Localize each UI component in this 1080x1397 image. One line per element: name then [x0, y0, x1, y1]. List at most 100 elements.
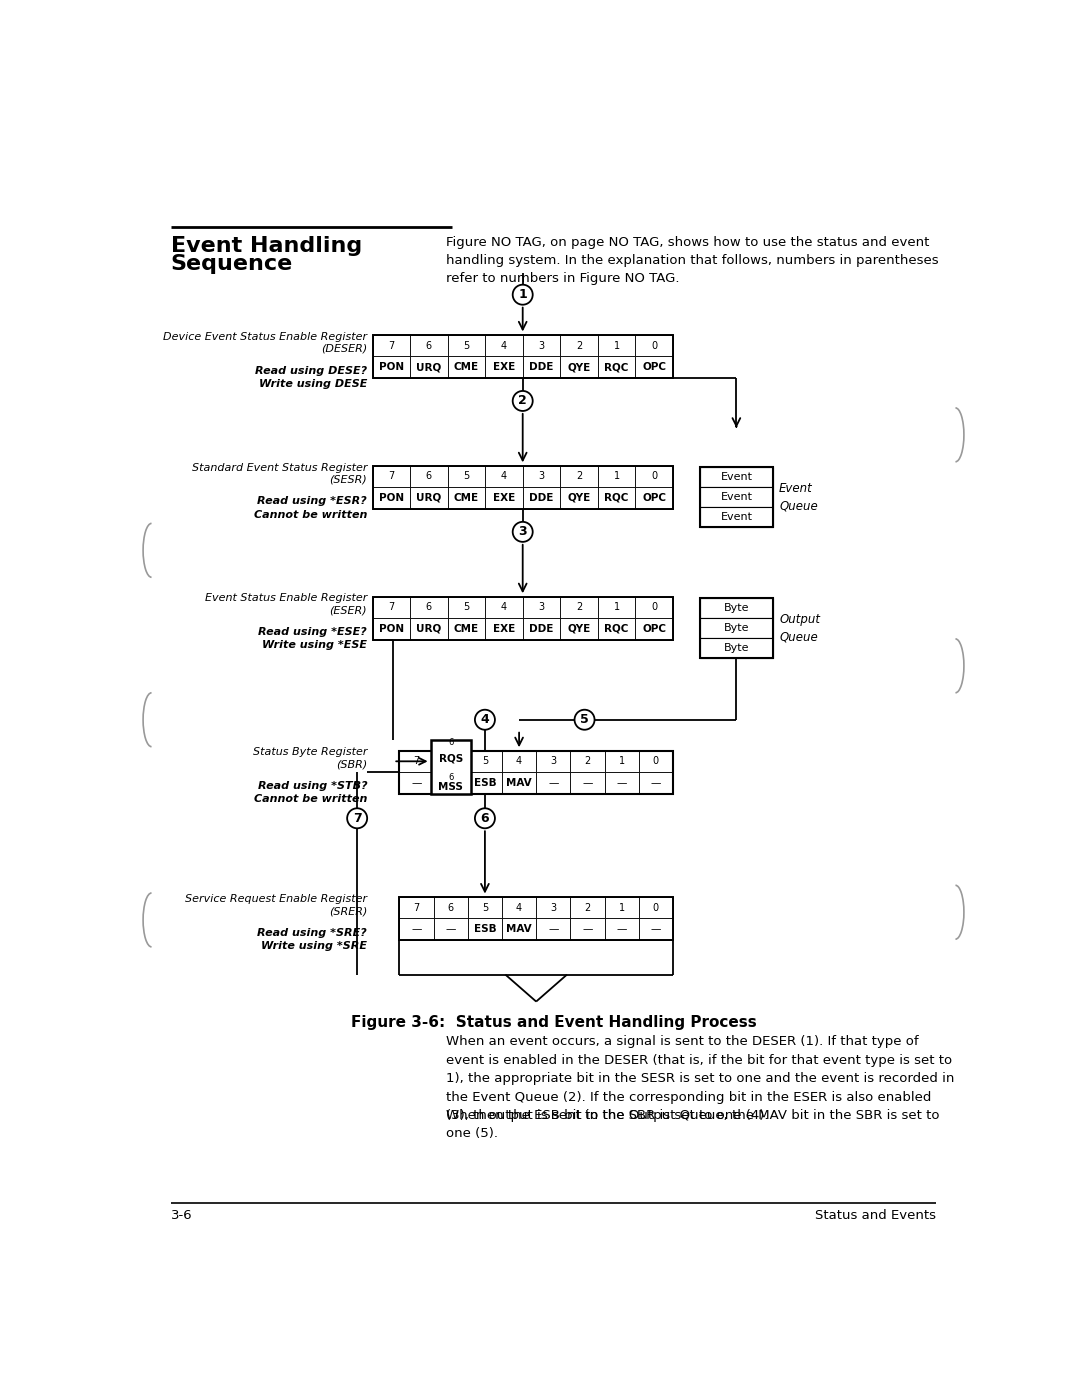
Bar	[523, 617, 561, 640]
Bar	[605, 918, 638, 940]
Text: 2: 2	[518, 394, 527, 408]
Circle shape	[475, 809, 495, 828]
Bar	[536, 897, 570, 918]
Text: 1: 1	[613, 471, 620, 482]
Text: Byte: Byte	[724, 643, 750, 654]
Text: 7: 7	[388, 341, 394, 351]
Text: Write using *SRE: Write using *SRE	[261, 940, 367, 951]
Text: Write using DESE: Write using DESE	[259, 379, 367, 388]
Text: OPC: OPC	[643, 493, 666, 503]
Bar	[638, 773, 673, 793]
Bar	[447, 488, 485, 509]
Text: EXE: EXE	[492, 493, 515, 503]
Text: DDE: DDE	[529, 362, 554, 372]
Bar	[561, 356, 597, 377]
Text: DDE: DDE	[529, 493, 554, 503]
Text: Read using DESE?: Read using DESE?	[255, 366, 367, 376]
Text: Cannot be written: Cannot be written	[254, 795, 367, 805]
Text: EXE: EXE	[492, 624, 515, 634]
Bar	[635, 465, 673, 488]
Bar	[410, 597, 447, 617]
Bar	[373, 488, 410, 509]
Bar	[400, 897, 434, 918]
Text: PON: PON	[379, 624, 404, 634]
Bar	[536, 750, 570, 773]
Text: 3-6: 3-6	[171, 1210, 192, 1222]
Text: 4: 4	[516, 902, 522, 912]
Bar	[635, 597, 673, 617]
Bar	[635, 335, 673, 356]
Text: —: —	[617, 925, 626, 935]
Text: 3: 3	[539, 602, 544, 612]
Text: Event: Event	[720, 513, 753, 522]
Text: 2: 2	[576, 341, 582, 351]
Text: —: —	[650, 778, 661, 788]
Text: Output
Queue: Output Queue	[779, 613, 820, 643]
Circle shape	[575, 710, 595, 729]
Text: 3: 3	[539, 341, 544, 351]
Bar	[605, 773, 638, 793]
Bar	[605, 750, 638, 773]
Text: 2: 2	[576, 602, 582, 612]
Bar	[700, 507, 773, 527]
Text: 2: 2	[584, 756, 591, 767]
Bar	[561, 335, 597, 356]
Text: Event: Event	[720, 492, 753, 502]
Text: 4: 4	[481, 714, 489, 726]
Text: —: —	[411, 925, 422, 935]
Text: OPC: OPC	[643, 362, 666, 372]
Text: 0: 0	[651, 341, 657, 351]
Text: 3: 3	[550, 902, 556, 912]
Bar	[373, 356, 410, 377]
Bar	[570, 750, 605, 773]
Text: RQC: RQC	[605, 624, 629, 634]
Bar	[373, 597, 410, 617]
Text: —: —	[548, 778, 558, 788]
Text: RQC: RQC	[605, 362, 629, 372]
Text: 7: 7	[388, 471, 394, 482]
Text: When output is sent to the Output Queue, the MAV bit in the SBR is set to
one (5: When output is sent to the Output Queue,…	[446, 1109, 940, 1140]
Text: 7: 7	[414, 902, 420, 912]
Bar	[400, 750, 673, 793]
Text: 0: 0	[651, 602, 657, 612]
Bar	[700, 598, 773, 617]
Bar	[700, 617, 773, 638]
Text: CME: CME	[454, 624, 478, 634]
Text: Read using *ESR?: Read using *ESR?	[257, 496, 367, 507]
Text: —: —	[446, 925, 456, 935]
Bar	[523, 488, 561, 509]
Bar	[700, 467, 773, 527]
Text: EXE: EXE	[492, 362, 515, 372]
Bar	[468, 773, 502, 793]
Bar	[502, 773, 536, 793]
Text: (DESER): (DESER)	[321, 344, 367, 353]
Bar	[700, 467, 773, 488]
Text: CME: CME	[454, 493, 478, 503]
Bar	[485, 597, 523, 617]
Text: 7: 7	[388, 602, 394, 612]
Text: ESB: ESB	[474, 925, 496, 935]
Text: 0: 0	[652, 756, 659, 767]
Text: 6: 6	[426, 471, 432, 482]
Bar	[434, 897, 468, 918]
Text: 7: 7	[414, 756, 420, 767]
Bar	[373, 617, 410, 640]
Bar	[700, 488, 773, 507]
Bar	[485, 356, 523, 377]
Bar	[434, 918, 468, 940]
Text: 6: 6	[448, 902, 454, 912]
Bar	[485, 488, 523, 509]
Bar	[523, 356, 561, 377]
Text: QYE: QYE	[567, 493, 591, 503]
Bar	[502, 897, 536, 918]
Text: Byte: Byte	[724, 604, 750, 613]
Bar	[400, 750, 434, 773]
Text: 3: 3	[518, 525, 527, 538]
Text: 1: 1	[613, 341, 620, 351]
Text: Read using *SRE?: Read using *SRE?	[257, 928, 367, 937]
Text: Status Byte Register: Status Byte Register	[253, 747, 367, 757]
Text: 4: 4	[516, 756, 522, 767]
Text: 6: 6	[481, 812, 489, 824]
Bar	[468, 750, 502, 773]
Text: URQ: URQ	[416, 624, 442, 634]
